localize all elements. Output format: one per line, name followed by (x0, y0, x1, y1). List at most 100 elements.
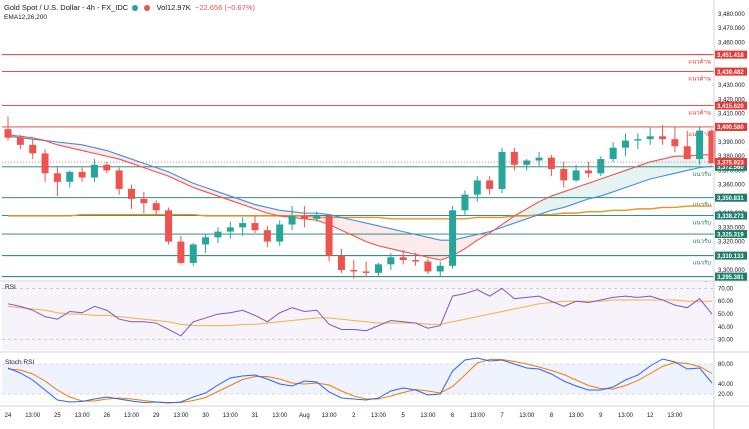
stoch-rsi-pane (2, 354, 714, 404)
rsi-line (7, 287, 713, 337)
time-tick-label: 13:00 (272, 413, 288, 419)
candle-body (325, 215, 333, 256)
resistance-tag: แนวต้าน (688, 59, 711, 66)
candle-body (399, 257, 407, 261)
ema-cloud-segment (353, 220, 367, 242)
price-tick-label: 3,320.000 (718, 240, 745, 246)
time-tick-label: 25 (54, 413, 61, 419)
candle-body (547, 157, 555, 170)
time-tick-label: 6 (451, 413, 455, 419)
candle-body (646, 136, 654, 140)
ema-cloud-segment (242, 200, 255, 209)
stoch-tick-label: 40.00 (718, 382, 734, 388)
candle-body (683, 146, 691, 160)
candle-body (189, 244, 197, 263)
rsi-label[interactable]: RSI (5, 284, 16, 291)
time-tick-label: 2 (352, 413, 356, 419)
price-tick-label: 3,470.000 (718, 26, 745, 32)
resistance-price-box (715, 101, 747, 110)
support-price-box (715, 272, 747, 281)
ema-cloud-segment (650, 159, 663, 179)
candle-body (572, 170, 580, 181)
alert-dot-icon (144, 5, 151, 12)
candle-body (535, 157, 543, 161)
candle-body (313, 215, 321, 219)
candle-body (609, 147, 617, 160)
price-tick-label: 3,390.000 (718, 140, 745, 146)
time-tick-label: 7 (500, 413, 504, 419)
price-pane: แนวต้านแนวต้านแนวต้านแนวต้านแนวรับแนวรับ… (2, 54, 716, 288)
ema-cloud-segment (588, 178, 601, 199)
ema-cloud-segment (217, 191, 231, 201)
price-tick-label: 3,460.000 (718, 40, 745, 46)
ema-cloud-segment (180, 177, 194, 188)
time-tick-label: 24 (5, 413, 12, 419)
volume-value: Vol12.97K (156, 3, 191, 12)
ema-cloud-segment (255, 204, 268, 214)
chart-header: Gold Spot / U.S. Dollar - 4h - FX_IDC Vo… (4, 3, 255, 12)
ema12-line (7, 134, 712, 261)
change-value: −22.656 (−0.67%) (194, 3, 255, 12)
ema-cloud-segment (143, 163, 157, 172)
candle-body (4, 129, 12, 138)
ema-cloud-segment (502, 215, 515, 228)
time-tick-label: 13:00 (124, 413, 140, 419)
candle-body (436, 265, 444, 272)
ema-cloud-segment (662, 156, 675, 177)
candle-body (202, 237, 210, 245)
time-tick-label: 13:00 (75, 413, 91, 419)
resistance-tag: แนวต้าน (688, 110, 711, 117)
symbol-title[interactable]: Gold Spot / U.S. Dollar - 4h - FX_IDC (4, 3, 129, 12)
stoch-tick-label: 20.00 (718, 392, 734, 398)
candle-body (66, 171, 74, 182)
price-tick-label: 3,330.000 (718, 225, 745, 231)
ema-legend[interactable]: EMA12,26,200 (4, 14, 48, 21)
ema26-line (7, 135, 713, 241)
rsi-tick-label: 40.00 (718, 325, 734, 331)
candle-body (226, 227, 234, 232)
ema-cloud-segment (378, 225, 391, 249)
support-price-label: 3,338.273 (717, 214, 744, 220)
rsi-tick-label: 50.00 (718, 312, 734, 318)
ema-cloud-segment (131, 159, 144, 168)
candle-body (584, 170, 592, 174)
candle-body (362, 271, 370, 273)
stoch-d-line (7, 359, 713, 403)
ema-cloud-segment (69, 143, 83, 151)
ema-cloud-segment (674, 156, 688, 174)
time-tick-label: 13:00 (322, 413, 338, 419)
price-tick-label: 3,380.000 (718, 154, 745, 160)
resistance-price-box (715, 122, 747, 131)
stoch-rsi-label[interactable]: Stoch RSI (5, 359, 35, 366)
candle-body (412, 260, 420, 262)
ema-cloud-segment (551, 191, 564, 211)
time-tick-label: 13:00 (519, 413, 535, 419)
time-tick-label: 13:00 (667, 413, 683, 419)
candle-body (671, 139, 679, 147)
time-tick-label: 5 (402, 413, 406, 419)
resistance-price-box (715, 50, 747, 59)
time-tick-label: 8 (550, 413, 554, 419)
candle-body (387, 257, 395, 265)
support-tag: แนวรับ (693, 260, 712, 267)
time-tick-label: 26 (103, 413, 110, 419)
resistance-price-label: 3,400.580 (717, 125, 744, 131)
ema-cloud-segment (230, 196, 243, 205)
ema-cloud-segment (168, 171, 181, 182)
candle-body (115, 170, 123, 189)
candle-body (53, 173, 61, 182)
ema-cloud-segment (464, 234, 478, 249)
candle-body (90, 164, 98, 178)
ema-cloud-segment (366, 223, 379, 246)
candle-body (16, 137, 24, 145)
candle-body (708, 130, 716, 164)
price-tick-label: 3,430.000 (718, 83, 745, 89)
time-tick-label: 13:00 (223, 413, 239, 419)
ema-cloud-segment (600, 174, 614, 197)
candle-body (41, 153, 49, 174)
time-tick-label: 13:00 (569, 413, 585, 419)
support-tag: แนวรับ (693, 171, 712, 178)
candle-body (337, 255, 345, 271)
ema-cloud-segment (576, 183, 589, 204)
